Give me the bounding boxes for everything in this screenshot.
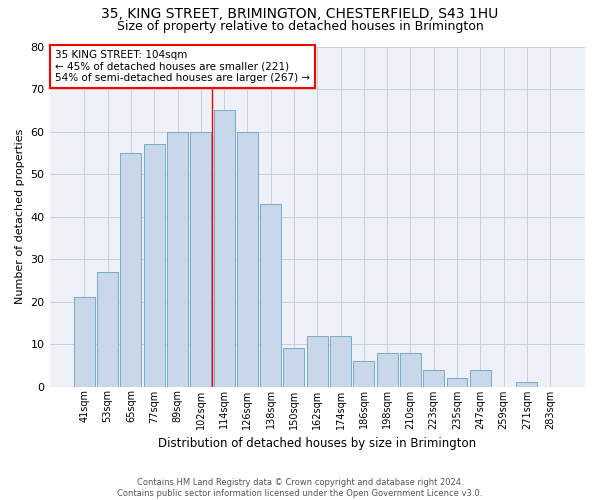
Bar	[74, 298, 95, 386]
Text: Contains HM Land Registry data © Crown copyright and database right 2024.
Contai: Contains HM Land Registry data © Crown c…	[118, 478, 482, 498]
X-axis label: Distribution of detached houses by size in Brimington: Distribution of detached houses by size …	[158, 437, 476, 450]
Y-axis label: Number of detached properties: Number of detached properties	[15, 129, 25, 304]
Bar	[423, 370, 444, 386]
Bar	[97, 272, 118, 386]
Bar	[517, 382, 538, 386]
Bar	[167, 132, 188, 386]
Bar	[400, 352, 421, 386]
Text: 35, KING STREET, BRIMINGTON, CHESTERFIELD, S43 1HU: 35, KING STREET, BRIMINGTON, CHESTERFIEL…	[101, 8, 499, 22]
Bar	[446, 378, 467, 386]
Bar	[330, 336, 351, 386]
Bar	[307, 336, 328, 386]
Bar	[470, 370, 491, 386]
Bar	[144, 144, 165, 386]
Text: 35 KING STREET: 104sqm
← 45% of detached houses are smaller (221)
54% of semi-de: 35 KING STREET: 104sqm ← 45% of detached…	[55, 50, 310, 83]
Text: Size of property relative to detached houses in Brimington: Size of property relative to detached ho…	[116, 20, 484, 33]
Bar	[377, 352, 398, 386]
Bar	[237, 132, 258, 386]
Bar	[353, 361, 374, 386]
Bar	[121, 153, 142, 386]
Bar	[283, 348, 304, 387]
Bar	[214, 110, 235, 386]
Bar	[260, 204, 281, 386]
Bar	[190, 132, 211, 386]
